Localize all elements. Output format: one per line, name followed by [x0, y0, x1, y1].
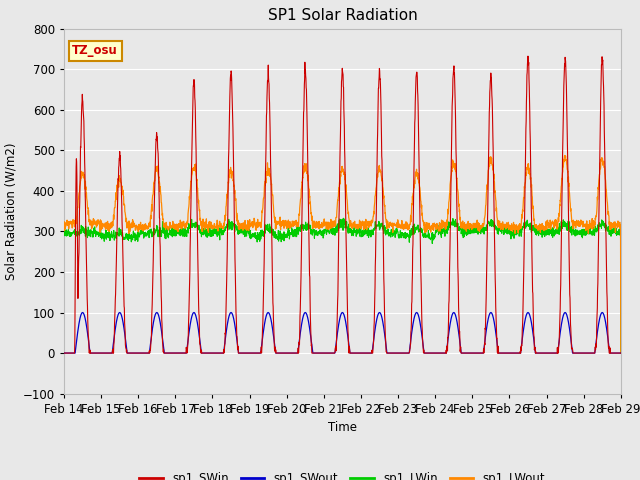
X-axis label: Time: Time: [328, 421, 357, 434]
Text: TZ_osu: TZ_osu: [72, 44, 118, 57]
Y-axis label: Solar Radiation (W/m2): Solar Radiation (W/m2): [4, 143, 17, 280]
Legend: sp1_SWin, sp1_SWout, sp1_LWin, sp1_LWout: sp1_SWin, sp1_SWout, sp1_LWin, sp1_LWout: [134, 468, 550, 480]
Title: SP1 Solar Radiation: SP1 Solar Radiation: [268, 9, 417, 24]
